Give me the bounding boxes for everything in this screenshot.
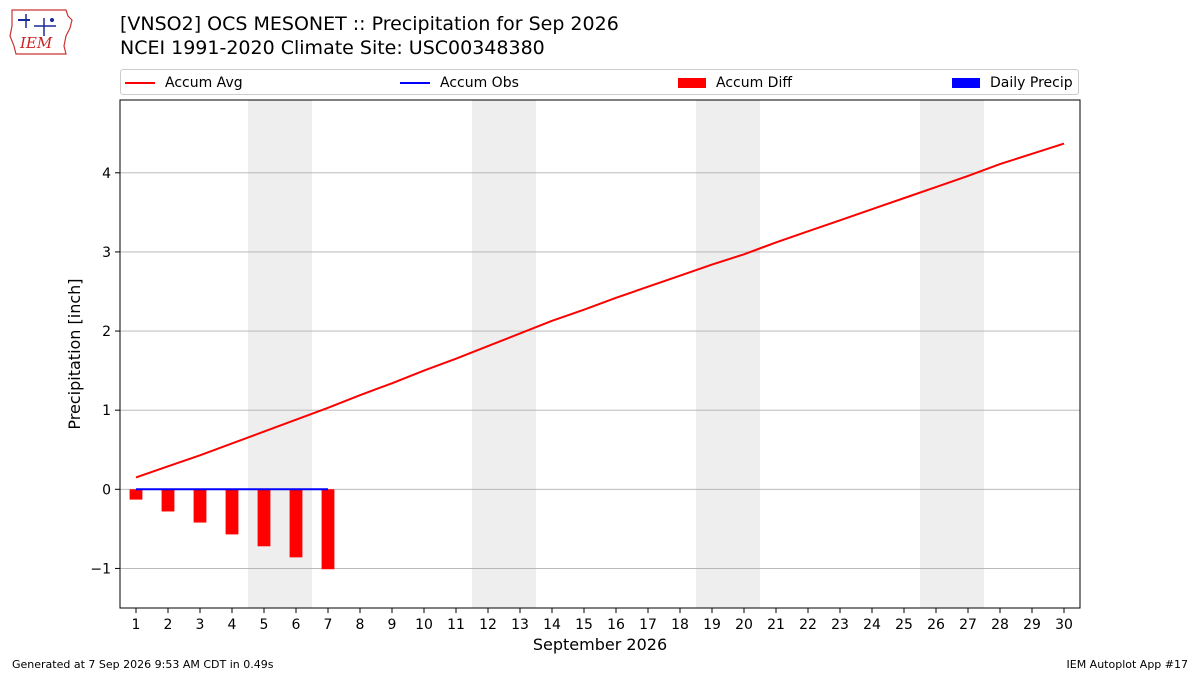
x-tick-label: 14 (543, 617, 561, 633)
plot-frame (119, 99, 1081, 609)
x-tick-label: 25 (895, 617, 913, 633)
legend-item-accum-diff: Accum Diff (678, 73, 792, 93)
bar-accum-diff (193, 489, 207, 523)
weekend-band (472, 100, 536, 608)
legend-swatch-daily-precip (952, 78, 980, 88)
title-line-2: NCEI 1991-2020 Climate Site: USC00348380 (120, 37, 545, 59)
app-label: IEM Autoplot App #17 (1066, 658, 1189, 671)
grid-lines (120, 172, 1080, 569)
legend-label-accum-avg: Accum Avg (165, 75, 243, 91)
x-tick-label: 29 (1023, 617, 1041, 633)
legend-label-daily-precip: Daily Precip (990, 75, 1073, 91)
x-tick-label: 7 (324, 617, 333, 633)
title-line-1: [VNSO2] OCS MESONET :: Precipitation for… (120, 13, 619, 35)
diff-bars (129, 489, 335, 570)
legend-swatch-accum-diff (678, 78, 706, 88)
x-tick-label: 9 (388, 617, 397, 633)
x-tick-label: 8 (356, 617, 365, 633)
legend-swatch-accum-obs (400, 82, 430, 84)
bar-accum-diff (257, 489, 271, 547)
x-tick-label: 11 (447, 617, 465, 633)
weekend-band (920, 100, 984, 608)
y-axis-label: Precipitation [inch] (65, 278, 84, 429)
y-tick-label: 4 (102, 166, 111, 182)
x-tick-label: 30 (1055, 617, 1073, 633)
x-tick-label: 6 (292, 617, 301, 633)
x-tick-label: 27 (959, 617, 977, 633)
bar-accum-diff (289, 489, 303, 558)
chart-title: [VNSO2] OCS MESONET :: Precipitation for… (120, 12, 619, 60)
y-tick-label: −1 (90, 561, 111, 577)
y-tick-label: 3 (102, 245, 111, 261)
x-axis-ticks: 1 2 3 4 5 6 7 8 9 10 11 12 13 14 15 16 17 18 19 20 21 22 23 24 2… (132, 608, 1073, 633)
bar-accum-diff (225, 489, 239, 535)
x-tick-label: 5 (260, 617, 269, 633)
x-tick-label: 22 (799, 617, 817, 633)
iem-logo: IEM (8, 6, 74, 58)
y-tick-label: 1 (102, 403, 111, 419)
logo-text: IEM (19, 34, 53, 52)
x-tick-label: 18 (671, 617, 689, 633)
x-axis-label: September 2026 (533, 635, 667, 654)
x-tick-label: 4 (228, 617, 237, 633)
x-tick-label: 13 (511, 617, 529, 633)
x-tick-label: 16 (607, 617, 625, 633)
y-tick-label: 0 (102, 482, 111, 498)
x-tick-label: 20 (735, 617, 753, 633)
x-tick-label: 28 (991, 617, 1009, 633)
weekend-band (696, 100, 760, 608)
x-tick-label: 1 (132, 617, 141, 633)
weekend-shading (248, 100, 984, 608)
bar-accum-diff (129, 489, 143, 500)
x-tick-label: 15 (575, 617, 593, 633)
generated-timestamp: Generated at 7 Sep 2026 9:53 AM CDT in 0… (12, 658, 274, 671)
x-tick-label: 21 (767, 617, 785, 633)
y-axis-ticks: −1 0 1 2 3 4 (90, 166, 120, 577)
x-tick-label: 10 (415, 617, 433, 633)
legend-item-accum-avg: Accum Avg (125, 73, 243, 93)
legend-item-accum-obs: Accum Obs (400, 73, 519, 93)
x-tick-label: 3 (196, 617, 205, 633)
x-tick-label: 26 (927, 617, 945, 633)
legend-label-accum-obs: Accum Obs (440, 75, 519, 91)
x-tick-label: 12 (479, 617, 497, 633)
x-tick-label: 17 (639, 617, 657, 633)
bar-accum-diff (161, 489, 175, 512)
y-tick-label: 2 (102, 324, 111, 340)
x-tick-label: 23 (831, 617, 849, 633)
bar-accum-diff (321, 489, 335, 570)
line-accum-avg (135, 142, 1065, 479)
series-lines (135, 142, 1065, 491)
legend-swatch-accum-avg (125, 82, 155, 84)
legend-label-accum-diff: Accum Diff (716, 75, 793, 91)
legend: Accum Avg Accum Obs Accum Diff Daily Pre… (120, 69, 1079, 95)
x-tick-label: 2 (164, 617, 173, 633)
x-tick-label: 24 (863, 617, 881, 633)
x-tick-label: 19 (703, 617, 721, 633)
legend-item-daily-precip: Daily Precip (952, 73, 1073, 93)
